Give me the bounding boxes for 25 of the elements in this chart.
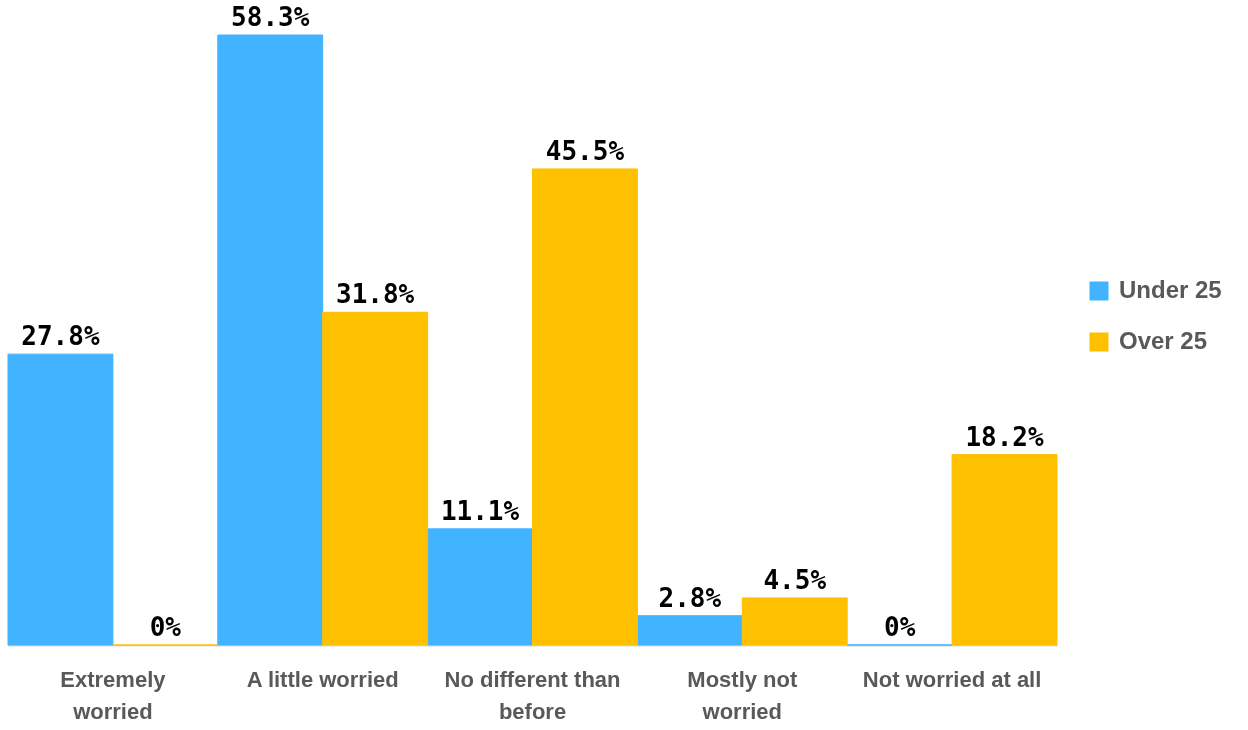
data-label: 18.2%	[965, 421, 1045, 452]
bar	[322, 311, 429, 646]
bar	[741, 597, 848, 646]
data-label: 45.5%	[545, 135, 625, 166]
data-label: 2.8%	[658, 582, 722, 613]
x-tick-label: Mostly not worried	[687, 666, 798, 724]
x-tick-label: A little worried	[246, 666, 399, 692]
bar	[217, 34, 324, 646]
data-label: 31.8%	[336, 279, 415, 310]
data-label: 11.1%	[440, 495, 520, 526]
data-label: 0%	[149, 612, 182, 642]
bar	[951, 454, 1058, 646]
x-tick-label: No different than before	[444, 666, 621, 724]
data-label: 0%	[883, 612, 916, 642]
bar	[427, 528, 533, 646]
bar	[7, 353, 114, 646]
x-tick-label: Not worried at all	[862, 666, 1042, 692]
legend-label: Under 25	[1119, 276, 1222, 303]
data-label: 27.8%	[21, 321, 100, 352]
data-label: 58.3%	[231, 2, 310, 32]
data-label: 4.5%	[763, 564, 827, 595]
legend-label: Over 25	[1119, 327, 1208, 354]
bar	[636, 615, 743, 646]
x-tick-label: Extremely worried	[60, 666, 167, 724]
bar	[532, 168, 638, 646]
